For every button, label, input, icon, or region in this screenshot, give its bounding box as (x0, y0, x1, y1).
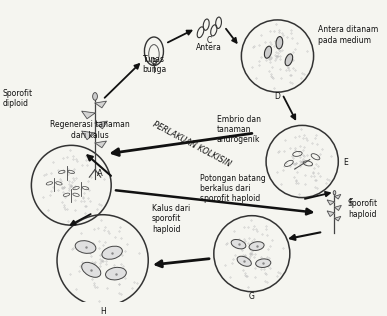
Ellipse shape (276, 37, 283, 49)
Ellipse shape (249, 242, 264, 251)
Polygon shape (327, 200, 334, 205)
Text: Antera ditanam
pada medium: Antera ditanam pada medium (319, 25, 378, 45)
Text: H: H (100, 307, 106, 316)
Text: D: D (274, 92, 281, 101)
Ellipse shape (264, 46, 272, 58)
Text: C: C (206, 36, 212, 45)
Ellipse shape (92, 93, 98, 100)
Polygon shape (334, 216, 341, 221)
Text: A: A (97, 169, 103, 178)
Text: Embrio dan
tanaman
androgeník: Embrio dan tanaman androgeník (217, 115, 261, 144)
Ellipse shape (106, 267, 126, 280)
Ellipse shape (102, 246, 122, 259)
Ellipse shape (231, 240, 246, 249)
Text: Sporofit
diploid: Sporofit diploid (3, 89, 33, 108)
Ellipse shape (75, 241, 96, 253)
Ellipse shape (237, 256, 251, 266)
Polygon shape (95, 121, 107, 129)
Polygon shape (334, 194, 341, 199)
Text: F: F (348, 198, 352, 207)
Text: Kalus dari
sporofit
haploid: Kalus dari sporofit haploid (152, 204, 190, 234)
Polygon shape (95, 101, 106, 108)
Polygon shape (95, 141, 106, 148)
Polygon shape (82, 111, 95, 119)
Text: PERLAKUAN KOLKISIN: PERLAKUAN KOLKISIN (151, 119, 233, 168)
Ellipse shape (333, 191, 336, 195)
Text: G: G (249, 292, 255, 301)
Text: Antera: Antera (196, 43, 222, 52)
Text: Potongan batang
berkalus dari
sporofit haploid: Potongan batang berkalus dari sporofit h… (200, 173, 265, 204)
Text: B: B (151, 58, 156, 67)
Polygon shape (334, 205, 341, 210)
Text: Tunas
bunga: Tunas bunga (142, 55, 166, 74)
Polygon shape (327, 211, 334, 216)
Ellipse shape (285, 54, 293, 66)
Text: E: E (343, 158, 348, 167)
Text: Regenerasi tanaman
dari kalus: Regenerasi tanaman dari kalus (50, 120, 130, 140)
Ellipse shape (82, 262, 101, 277)
Polygon shape (82, 131, 95, 140)
Text: Sporofit
haploid: Sporofit haploid (348, 199, 378, 219)
Ellipse shape (256, 259, 271, 267)
